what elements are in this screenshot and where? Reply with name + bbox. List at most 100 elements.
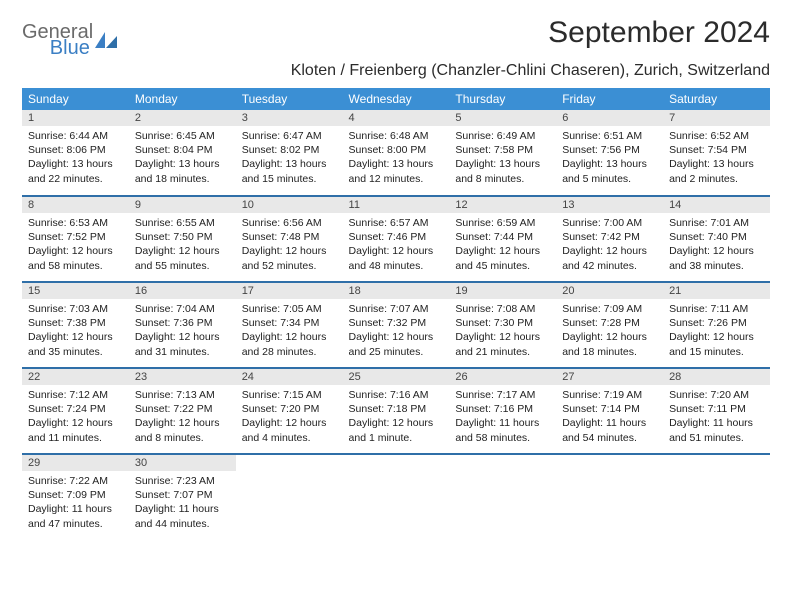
- daylight-line: and 2 minutes.: [669, 172, 764, 186]
- day-number: 25: [343, 369, 450, 385]
- calendar-cell: 12Sunrise: 6:59 AMSunset: 7:44 PMDayligh…: [449, 196, 556, 282]
- sunset-line: Sunset: 7:30 PM: [455, 316, 550, 330]
- day-details: Sunrise: 7:07 AMSunset: 7:32 PMDaylight:…: [343, 299, 450, 363]
- daylight-line: and 52 minutes.: [242, 259, 337, 273]
- calendar-cell: 21 Sunrise: 7:11 AMSunset: 7:26 PMDayligh…: [663, 282, 770, 368]
- calendar-cell: 5Sunrise: 6:49 AMSunset: 7:58 PMDaylight…: [449, 110, 556, 196]
- sunset-line: Sunset: 7:50 PM: [135, 230, 230, 244]
- day-number: 9: [129, 197, 236, 213]
- calendar-cell: 14Sunrise: 7:01 AMSunset: 7:40 PMDayligh…: [663, 196, 770, 282]
- sunset-line: Sunset: 7:26 PM: [669, 316, 764, 330]
- day-details: Sunrise: 7:22 AMSunset: 7:09 PMDaylight:…: [22, 471, 129, 535]
- day-number: 1: [22, 110, 129, 126]
- sunrise-line: Sunrise: 7:17 AM: [455, 388, 550, 402]
- sunset-line: Sunset: 7:52 PM: [28, 230, 123, 244]
- calendar-cell: 28Sunrise: 7:20 AMSunset: 7:11 PMDayligh…: [663, 368, 770, 454]
- day-header: Friday: [556, 88, 663, 110]
- calendar-week-row: 8Sunrise: 6:53 AMSunset: 7:52 PMDaylight…: [22, 196, 770, 282]
- day-number: 10: [236, 197, 343, 213]
- daylight-line: and 18 minutes.: [562, 345, 657, 359]
- day-details: Sunrise: 6:55 AMSunset: 7:50 PMDaylight:…: [129, 213, 236, 277]
- sunrise-line: Sunrise: 6:51 AM: [562, 129, 657, 143]
- day-header: Saturday: [663, 88, 770, 110]
- daylight-line: Daylight: 11 hours: [562, 416, 657, 430]
- day-header: Thursday: [449, 88, 556, 110]
- calendar-cell: [343, 454, 450, 540]
- calendar-cell: 7Sunrise: 6:52 AMSunset: 7:54 PMDaylight…: [663, 110, 770, 196]
- daylight-line: Daylight: 13 hours: [349, 157, 444, 171]
- sail-icon: [95, 32, 117, 48]
- calendar-cell: 16Sunrise: 7:04 AMSunset: 7:36 PMDayligh…: [129, 282, 236, 368]
- day-details: Sunrise: 7:03 AMSunset: 7:38 PMDaylight:…: [22, 299, 129, 363]
- brand-text: General Blue: [22, 22, 93, 58]
- daylight-line: and 15 minutes.: [242, 172, 337, 186]
- daylight-line: Daylight: 13 hours: [242, 157, 337, 171]
- sunset-line: Sunset: 7:28 PM: [562, 316, 657, 330]
- daylight-line: Daylight: 13 hours: [28, 157, 123, 171]
- sunrise-line: Sunrise: 6:52 AM: [669, 129, 764, 143]
- day-header-row: Sunday Monday Tuesday Wednesday Thursday…: [22, 88, 770, 110]
- calendar-cell: [236, 454, 343, 540]
- calendar-cell: 4Sunrise: 6:48 AMSunset: 8:00 PMDaylight…: [343, 110, 450, 196]
- day-number: 21: [663, 283, 770, 299]
- day-header: Monday: [129, 88, 236, 110]
- day-details: Sunrise: 7:12 AMSunset: 7:24 PMDaylight:…: [22, 385, 129, 449]
- daylight-line: Daylight: 12 hours: [669, 330, 764, 344]
- page: General Blue September 2024 Kloten / Fre…: [0, 0, 792, 556]
- sunrise-line: Sunrise: 7:12 AM: [28, 388, 123, 402]
- sunrise-line: Sunrise: 7:00 AM: [562, 216, 657, 230]
- daylight-line: and 42 minutes.: [562, 259, 657, 273]
- sunset-line: Sunset: 7:32 PM: [349, 316, 444, 330]
- day-number: 6: [556, 110, 663, 126]
- daylight-line: and 45 minutes.: [455, 259, 550, 273]
- sunrise-line: Sunrise: 7:05 AM: [242, 302, 337, 316]
- sunset-line: Sunset: 7:24 PM: [28, 402, 123, 416]
- day-details: Sunrise: 7:19 AMSunset: 7:14 PMDaylight:…: [556, 385, 663, 449]
- daylight-line: and 8 minutes.: [455, 172, 550, 186]
- daylight-line: Daylight: 12 hours: [242, 244, 337, 258]
- calendar-cell: 18Sunrise: 7:07 AMSunset: 7:32 PMDayligh…: [343, 282, 450, 368]
- day-details: Sunrise: 6:53 AMSunset: 7:52 PMDaylight:…: [22, 213, 129, 277]
- calendar-cell: 9Sunrise: 6:55 AMSunset: 7:50 PMDaylight…: [129, 196, 236, 282]
- daylight-line: and 8 minutes.: [135, 431, 230, 445]
- sunrise-line: Sunrise: 6:49 AM: [455, 129, 550, 143]
- sunset-line: Sunset: 7:14 PM: [562, 402, 657, 416]
- day-number: 13: [556, 197, 663, 213]
- calendar-cell: 20Sunrise: 7:09 AMSunset: 7:28 PMDayligh…: [556, 282, 663, 368]
- day-details: Sunrise: 6:49 AMSunset: 7:58 PMDaylight:…: [449, 126, 556, 190]
- day-details: Sunrise: 7:20 AMSunset: 7:11 PMDaylight:…: [663, 385, 770, 449]
- calendar-cell: [556, 454, 663, 540]
- sunset-line: Sunset: 7:38 PM: [28, 316, 123, 330]
- day-number: 18: [343, 283, 450, 299]
- daylight-line: Daylight: 13 hours: [455, 157, 550, 171]
- daylight-line: and 5 minutes.: [562, 172, 657, 186]
- calendar-cell: 6Sunrise: 6:51 AMSunset: 7:56 PMDaylight…: [556, 110, 663, 196]
- day-number: 19: [449, 283, 556, 299]
- daylight-line: Daylight: 12 hours: [242, 330, 337, 344]
- sunset-line: Sunset: 7:42 PM: [562, 230, 657, 244]
- day-number: 3: [236, 110, 343, 126]
- sunrise-line: Sunrise: 6:56 AM: [242, 216, 337, 230]
- calendar-week-row: 1Sunrise: 6:44 AMSunset: 8:06 PMDaylight…: [22, 110, 770, 196]
- calendar-cell: 13Sunrise: 7:00 AMSunset: 7:42 PMDayligh…: [556, 196, 663, 282]
- sunrise-line: Sunrise: 7:09 AM: [562, 302, 657, 316]
- daylight-line: Daylight: 12 hours: [669, 244, 764, 258]
- header-row: General Blue September 2024: [22, 16, 770, 58]
- sunrise-line: Sunrise: 7:11 AM: [669, 302, 764, 316]
- daylight-line: Daylight: 11 hours: [669, 416, 764, 430]
- day-details: Sunrise: 7:16 AMSunset: 7:18 PMDaylight:…: [343, 385, 450, 449]
- sunset-line: Sunset: 7:36 PM: [135, 316, 230, 330]
- sunrise-line: Sunrise: 6:47 AM: [242, 129, 337, 143]
- day-header: Wednesday: [343, 88, 450, 110]
- calendar-cell: 25Sunrise: 7:16 AMSunset: 7:18 PMDayligh…: [343, 368, 450, 454]
- day-number: 5: [449, 110, 556, 126]
- daylight-line: and 58 minutes.: [455, 431, 550, 445]
- calendar-cell: 27Sunrise: 7:19 AMSunset: 7:14 PMDayligh…: [556, 368, 663, 454]
- day-number: 8: [22, 197, 129, 213]
- calendar-cell: 19Sunrise: 7:08 AMSunset: 7:30 PMDayligh…: [449, 282, 556, 368]
- day-number: 24: [236, 369, 343, 385]
- day-number: 27: [556, 369, 663, 385]
- daylight-line: and 11 minutes.: [28, 431, 123, 445]
- day-details: Sunrise: 6:57 AMSunset: 7:46 PMDaylight:…: [343, 213, 450, 277]
- sunrise-line: Sunrise: 7:03 AM: [28, 302, 123, 316]
